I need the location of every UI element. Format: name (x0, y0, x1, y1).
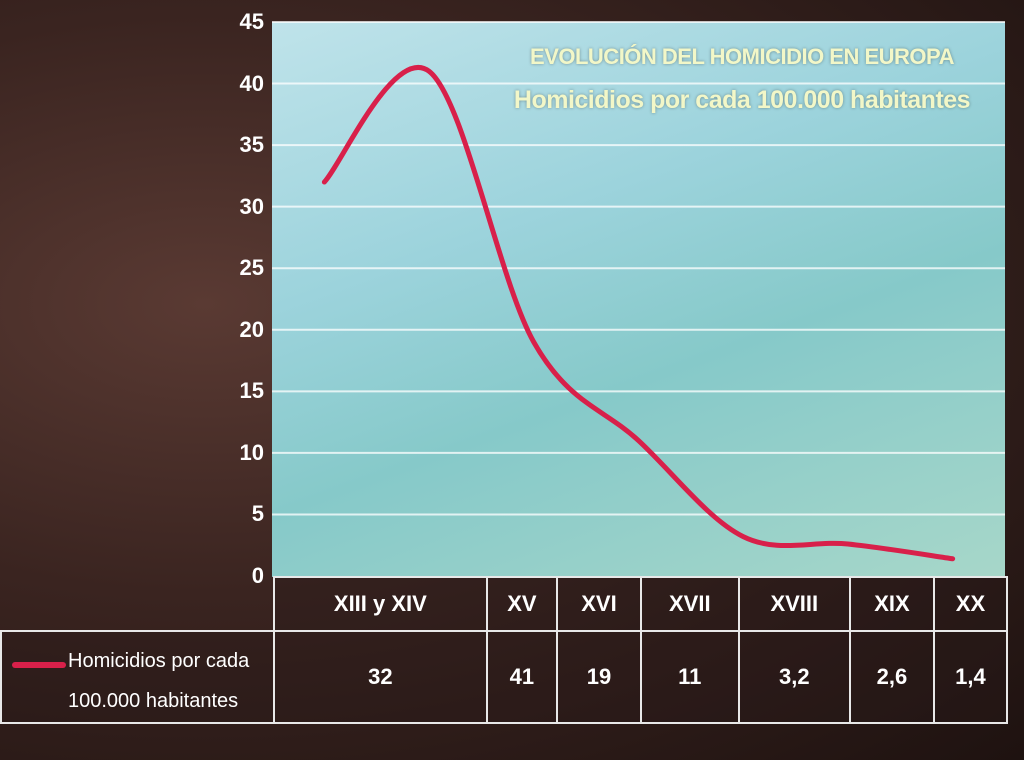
y-tick-label: 40 (239, 70, 264, 96)
legend-swatch (12, 662, 66, 668)
category-label: XVI (556, 576, 642, 632)
category-label: XIII y XIV (273, 576, 488, 632)
data-value: 41 (485, 630, 559, 724)
y-tick-label: 20 (239, 316, 264, 342)
category-label: XVII (639, 576, 740, 632)
series-line-homicidios (321, 65, 956, 562)
chart-title: EVOLUCIÓN DEL HOMICIDIO EN EUROPA (530, 44, 954, 69)
data-table: XIII y XIV XV XVI XVII XVIII XIX XX Homi… (0, 576, 1009, 724)
table-corner (1, 577, 274, 631)
data-value: 1,4 (932, 630, 1009, 724)
plot-area (272, 22, 1005, 577)
y-tick-label: 25 (239, 255, 264, 281)
y-tick-label: 10 (239, 439, 264, 465)
legend-label-line2: 100.000 habitantes (68, 690, 239, 712)
data-value: 2,6 (848, 630, 935, 724)
data-value: 19 (556, 630, 642, 724)
y-tick-label: 5 (251, 501, 264, 527)
category-label: XV (485, 576, 559, 632)
category-row: XIII y XIV XV XVI XVII XVIII XIX XX (1, 576, 1009, 632)
chart-subtitle: Homicidios por cada 100.000 habitantes (513, 86, 971, 114)
y-tick-label: 15 (239, 378, 264, 404)
values-row: Homicidios por cada 100.000 habitantes 3… (0, 630, 1009, 724)
category-label: XIX (848, 576, 935, 632)
legend-label-line1: Homicidios por cada (68, 650, 250, 672)
legend: Homicidios por cada 100.000 habitantes (0, 630, 275, 724)
y-tick-label: 30 (239, 193, 264, 219)
category-label: XX (932, 576, 1009, 632)
y-tick-label: 45 (239, 9, 264, 34)
y-tick-label: 35 (239, 132, 264, 158)
data-value: 3,2 (737, 630, 851, 724)
data-value: 32 (273, 630, 488, 724)
y-tick-label: 0 (251, 563, 264, 588)
data-value: 11 (639, 630, 740, 724)
category-label: XVIII (737, 576, 851, 632)
